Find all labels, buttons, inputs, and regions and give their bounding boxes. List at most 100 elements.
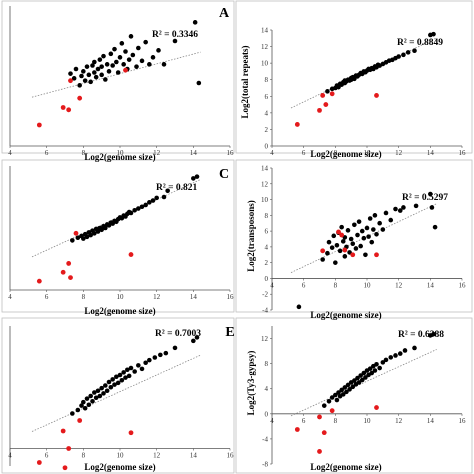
data-point-black — [117, 55, 123, 60]
data-point-black — [115, 70, 121, 75]
y-tick-label: 6 — [265, 93, 269, 101]
data-point-black — [345, 382, 351, 388]
data-point-black — [371, 227, 376, 232]
data-point-black — [119, 41, 125, 46]
data-point-black — [355, 375, 360, 381]
data-point-red — [350, 252, 356, 258]
data-point-black — [152, 355, 158, 360]
data-point-black — [139, 58, 145, 64]
data-point-black — [132, 207, 137, 213]
data-point-black — [81, 399, 86, 405]
data-point-black — [103, 77, 108, 82]
x-axis-label-panel-5: Log2(genome size) — [84, 462, 155, 472]
data-point-black — [97, 57, 103, 62]
data-point-black — [359, 377, 365, 383]
data-point-black — [150, 198, 156, 203]
data-point-black — [101, 391, 106, 396]
data-point-black — [99, 227, 104, 233]
data-point-black — [121, 370, 126, 375]
y-tick-label: 12 — [261, 180, 269, 188]
x-tick-label: 10 — [117, 149, 125, 157]
data-point-black — [106, 69, 112, 74]
y-tick-label: 12 — [261, 43, 269, 51]
data-point-black — [413, 203, 419, 209]
data-point-black — [342, 385, 348, 390]
x-tick-label: 12 — [395, 417, 403, 425]
x-tick-label: 16 — [459, 149, 467, 157]
data-point-black — [90, 398, 95, 404]
data-point-black — [158, 352, 163, 358]
data-point-red — [320, 248, 326, 254]
x-tick-label: 10 — [364, 417, 372, 425]
data-point-black — [81, 69, 86, 74]
data-point-black — [117, 372, 123, 378]
y-tick-label: -8 — [262, 461, 268, 469]
data-point-black — [388, 355, 394, 360]
data-point-black — [431, 331, 436, 337]
data-point-black — [70, 238, 75, 243]
y-tick-label: 14 — [261, 165, 269, 173]
data-point-black — [88, 393, 93, 399]
data-point-black — [191, 176, 196, 181]
data-point-black — [325, 250, 330, 256]
data-point-black — [88, 79, 93, 85]
data-point-black — [172, 345, 178, 351]
data-point-black — [136, 206, 141, 211]
data-point-black — [114, 374, 119, 380]
data-point-black — [143, 360, 148, 366]
data-point-red — [66, 107, 72, 113]
data-point-red — [339, 232, 345, 238]
x-tick-label: 4 — [8, 149, 12, 157]
x-tick-label: 8 — [334, 149, 338, 157]
data-point-red — [60, 105, 66, 110]
data-point-black — [119, 377, 125, 383]
data-point-black — [347, 387, 352, 392]
data-point-black — [383, 357, 389, 363]
data-point-black — [352, 222, 357, 228]
trendline — [31, 354, 201, 432]
data-point-black — [380, 227, 386, 232]
data-point-black — [348, 236, 354, 242]
data-point-black — [344, 389, 349, 395]
x-tick-label: 16 — [227, 452, 235, 460]
data-point-black — [128, 210, 134, 216]
data-point-black — [405, 50, 411, 55]
data-point-black — [84, 234, 90, 240]
data-point-black — [350, 384, 356, 390]
data-point-red — [66, 261, 72, 266]
y-axis-label-panel-2: Log2(total repeats) — [240, 45, 250, 118]
data-point-black — [128, 365, 134, 371]
data-point-black — [130, 52, 136, 58]
data-point-black — [95, 66, 101, 72]
data-point-black — [82, 78, 88, 83]
data-point-black — [134, 64, 139, 69]
x-tick-label: 4 — [270, 149, 274, 157]
data-point-black — [139, 204, 145, 210]
data-point-black — [326, 239, 332, 245]
x-tick-label: 14 — [190, 149, 198, 157]
data-point-black — [110, 377, 115, 382]
r2-label-panel-6: R² = 0.6388 — [398, 330, 444, 340]
data-point-black — [125, 367, 130, 373]
data-point-black — [147, 357, 152, 363]
x-axis-label-panel-3: Log2(genome size) — [84, 306, 155, 316]
x-tick-label: 6 — [45, 293, 49, 301]
y-tick-label: 4 — [265, 109, 269, 117]
y-tick-label: -4 — [262, 435, 268, 443]
x-tick-label: 12 — [395, 281, 403, 289]
y-tick-label: 2 — [265, 126, 269, 134]
data-point-black — [92, 59, 97, 65]
x-axis-label-panel-1: Log2(genome size) — [84, 152, 155, 162]
data-point-black — [320, 257, 325, 262]
data-point-black — [126, 373, 132, 379]
data-point-black — [121, 62, 126, 67]
data-point-black — [374, 361, 379, 367]
data-point-black — [359, 228, 365, 234]
data-point-black — [104, 388, 110, 394]
x-tick-label: 6 — [45, 452, 49, 460]
data-point-black — [147, 200, 152, 205]
data-point-black — [377, 365, 382, 371]
data-point-red — [36, 122, 42, 128]
data-point-red — [294, 427, 300, 432]
data-point-black — [143, 202, 148, 208]
